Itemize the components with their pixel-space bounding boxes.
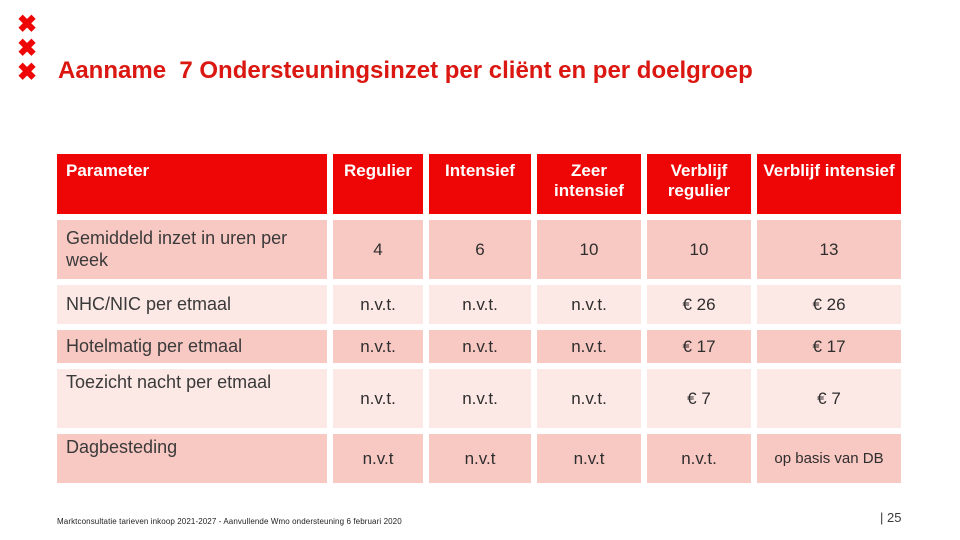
- column-header-regulier: Regulier: [333, 154, 429, 220]
- table-cell: n.v.t: [333, 434, 429, 489]
- column-header-verblijf-regulier: Verblijf regulier: [647, 154, 757, 220]
- table-row: NHC/NIC per etmaal n.v.t. n.v.t. n.v.t. …: [57, 285, 907, 330]
- table-cell: n.v.t.: [647, 434, 757, 489]
- table-cell: € 17: [757, 330, 907, 369]
- column-header-zeer-intensief: Zeer intensief: [537, 154, 647, 220]
- table-cell: 4: [333, 220, 429, 285]
- amsterdam-cross-icon: ✖: [17, 35, 38, 62]
- slide-title: Aanname 7 Ondersteuningsinzet per cliënt…: [58, 57, 753, 84]
- row-label: NHC/NIC per etmaal: [57, 285, 333, 330]
- row-label: Gemiddeld inzet in uren per week: [57, 220, 333, 285]
- column-header-intensief: Intensief: [429, 154, 537, 220]
- table-cell: 10: [647, 220, 757, 285]
- column-header-parameter: Parameter: [57, 154, 333, 220]
- table-row: Hotelmatig per etmaal n.v.t. n.v.t. n.v.…: [57, 330, 907, 369]
- table-row: Gemiddeld inzet in uren per week 4 6 10 …: [57, 220, 907, 285]
- table-cell: n.v.t.: [333, 285, 429, 330]
- table-cell: n.v.t.: [537, 285, 647, 330]
- parameters-table: Parameter Regulier Intensief Zeer intens…: [57, 154, 907, 489]
- row-label: Toezicht nacht per etmaal: [57, 369, 333, 434]
- slide-footer: Marktconsultatie tarieven inkoop 2021-20…: [57, 517, 402, 526]
- table-cell: n.v.t.: [429, 330, 537, 369]
- table-cell: 13: [757, 220, 907, 285]
- table-cell: € 7: [757, 369, 907, 434]
- column-header-verblijf-intensief: Verblijf intensief: [757, 154, 907, 220]
- table-cell: n.v.t.: [537, 330, 647, 369]
- amsterdam-xxx-logo: ✖ ✖ ✖: [17, 13, 37, 85]
- table-cell: n.v.t: [429, 434, 537, 489]
- row-label: Hotelmatig per etmaal: [57, 330, 333, 369]
- table-cell: op basis van DB: [757, 434, 907, 489]
- table-cell: n.v.t: [537, 434, 647, 489]
- amsterdam-cross-icon: ✖: [17, 59, 38, 86]
- table-cell: n.v.t.: [333, 369, 429, 434]
- table-cell: n.v.t.: [537, 369, 647, 434]
- table-row: Dagbesteding n.v.t n.v.t n.v.t n.v.t. op…: [57, 434, 907, 489]
- table-cell: € 7: [647, 369, 757, 434]
- amsterdam-cross-icon: ✖: [17, 11, 38, 38]
- table-cell: n.v.t.: [429, 285, 537, 330]
- table-header-row: Parameter Regulier Intensief Zeer intens…: [57, 154, 907, 220]
- table-cell: n.v.t.: [333, 330, 429, 369]
- table-cell: 10: [537, 220, 647, 285]
- table-row: Toezicht nacht per etmaal n.v.t. n.v.t. …: [57, 369, 907, 434]
- table-cell: € 26: [757, 285, 907, 330]
- row-label: Dagbesteding: [57, 434, 333, 489]
- table-cell: 6: [429, 220, 537, 285]
- table-cell: n.v.t.: [429, 369, 537, 434]
- table-cell: € 26: [647, 285, 757, 330]
- page-number: | 25: [880, 510, 902, 525]
- table-cell: € 17: [647, 330, 757, 369]
